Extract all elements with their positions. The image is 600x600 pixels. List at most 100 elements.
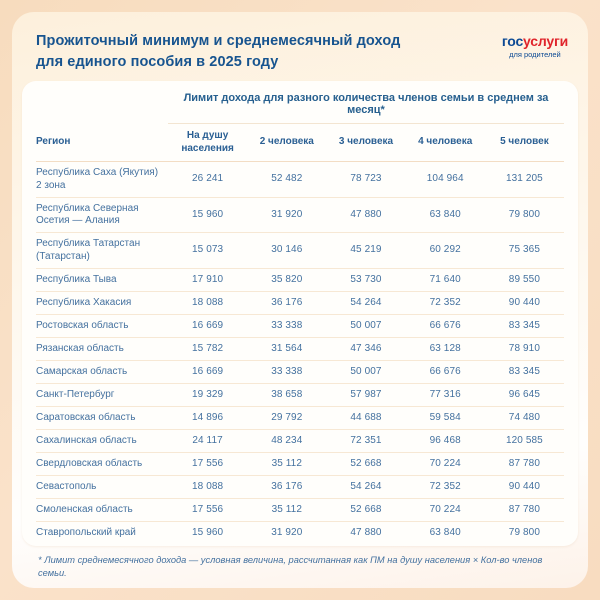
table-row: Республика Северная Осетия — Алания 15 96… bbox=[36, 198, 564, 234]
region-name: Свердловская область bbox=[36, 457, 143, 469]
value-cell: 90 440 bbox=[508, 296, 540, 308]
value-cell: 18 088 bbox=[192, 296, 224, 308]
value-cell: 30 146 bbox=[271, 244, 303, 256]
value-cell: 83 345 bbox=[508, 365, 540, 377]
value-cell: 90 440 bbox=[508, 480, 540, 492]
region-name: Рязанская область bbox=[36, 342, 124, 354]
value-cell: 72 352 bbox=[429, 480, 461, 492]
value-cell: 38 658 bbox=[271, 388, 303, 400]
table-row: Республика Саха (Якутия) 2 зона 26 241 52 … bbox=[36, 162, 564, 198]
region-name: Республика Северная Осетия — Алания bbox=[36, 202, 139, 227]
value-cell: 35 820 bbox=[271, 273, 303, 285]
page-title-line1: Прожиточный минимум и среднемесячный дох… bbox=[36, 33, 401, 49]
value-cell: 31 920 bbox=[271, 526, 303, 538]
column-header: 2 человека bbox=[259, 136, 314, 148]
table-row: Свердловская область 17 556 35 112 52 668 70… bbox=[36, 453, 564, 476]
value-cell: 47 880 bbox=[350, 526, 382, 538]
value-cell: 70 224 bbox=[429, 457, 461, 469]
value-cell: 33 338 bbox=[271, 319, 303, 331]
value-cell: 120 585 bbox=[505, 434, 543, 446]
value-cell: 17 556 bbox=[192, 503, 224, 515]
value-cell: 31 564 bbox=[271, 342, 303, 354]
value-cell: 72 351 bbox=[350, 434, 382, 446]
value-cell: 78 910 bbox=[508, 342, 540, 354]
value-cell: 60 292 bbox=[429, 244, 461, 256]
value-cell: 15 073 bbox=[192, 244, 224, 256]
column-header-region: Регион bbox=[36, 136, 71, 148]
value-cell: 19 329 bbox=[192, 388, 224, 400]
region-name: Республика Хакасия bbox=[36, 296, 132, 308]
value-cell: 15 782 bbox=[192, 342, 224, 354]
value-cell: 26 241 bbox=[192, 173, 224, 185]
gosuslugi-logo: госуслуги для родителей bbox=[502, 31, 570, 59]
value-cell: 50 007 bbox=[350, 365, 382, 377]
value-cell: 50 007 bbox=[350, 319, 382, 331]
value-cell: 24 117 bbox=[192, 434, 223, 446]
value-cell: 66 676 bbox=[429, 365, 461, 377]
table-row: Севастополь 18 088 36 176 54 264 72 352 90 44… bbox=[36, 476, 564, 499]
value-cell: 87 780 bbox=[508, 457, 540, 469]
value-cell: 16 669 bbox=[192, 319, 224, 331]
logo-subtitle: для родителей bbox=[509, 50, 561, 59]
table-row: Самарская область 16 669 33 338 50 007 66 67… bbox=[36, 361, 564, 384]
column-header: 4 человека bbox=[418, 136, 473, 148]
column-header: На душу населения bbox=[181, 130, 234, 154]
value-cell: 79 800 bbox=[508, 526, 540, 538]
column-header: 3 человека bbox=[338, 136, 394, 148]
footnote-1: * Лимит среднемесячного дохода — условна… bbox=[38, 554, 543, 579]
value-cell: 72 352 bbox=[429, 296, 461, 308]
value-cell: 33 338 bbox=[271, 365, 303, 377]
footnote-2: При оценке нуждаемости учитывается средн… bbox=[38, 586, 570, 588]
value-cell: 66 676 bbox=[429, 319, 461, 331]
region-name: Самарская область bbox=[36, 365, 128, 377]
value-cell: 57 987 bbox=[350, 388, 382, 400]
value-cell: 83 345 bbox=[508, 319, 540, 331]
page-title: Прожиточный минимум и среднемесячный дох… bbox=[36, 31, 400, 72]
region-name: Севастополь bbox=[36, 480, 97, 492]
header: Прожиточный минимум и среднемесячный дох… bbox=[22, 20, 578, 72]
region-name: Саратовская область bbox=[36, 411, 136, 423]
region-name: Сахалинская область bbox=[36, 434, 137, 446]
value-cell: 96 468 bbox=[429, 434, 461, 446]
logo-part-gos: гос bbox=[501, 33, 524, 49]
value-cell: 87 780 bbox=[508, 503, 540, 515]
value-cell: 35 112 bbox=[271, 457, 303, 469]
value-cell: 47 346 bbox=[350, 342, 382, 354]
value-cell: 71 640 bbox=[429, 273, 461, 285]
gosuslugi-wordmark: госуслуги bbox=[502, 33, 568, 49]
data-table-card: Лимит дохода для разного количества член… bbox=[22, 81, 578, 546]
table-row: Сахалинская область 24 117 48 234 72 351 96 … bbox=[36, 430, 564, 453]
table-row: Смоленская область 17 556 35 112 52 668 70 2… bbox=[36, 499, 564, 522]
value-cell: 54 264 bbox=[350, 296, 382, 308]
value-cell: 36 176 bbox=[271, 296, 303, 308]
region-name: Республика Саха (Якутия) 2 зона bbox=[36, 167, 159, 191]
logo-part-uslugi: услуги bbox=[523, 33, 568, 49]
value-cell: 63 840 bbox=[429, 526, 461, 538]
value-cell: 36 176 bbox=[271, 480, 303, 492]
value-cell: 15 960 bbox=[192, 526, 224, 538]
value-cell: 89 550 bbox=[508, 273, 540, 285]
value-cell: 131 205 bbox=[505, 173, 543, 185]
value-cell: 15 960 bbox=[192, 208, 224, 220]
value-cell: 52 482 bbox=[271, 173, 303, 185]
region-name: Республика Тыва bbox=[36, 273, 117, 285]
value-cell: 96 645 bbox=[508, 388, 540, 400]
value-cell: 14 896 bbox=[192, 411, 224, 423]
column-header: 5 человек bbox=[500, 136, 549, 148]
value-cell: 79 800 bbox=[508, 208, 540, 220]
table-row: Республика Татарстан (Татарстан) 15 073 30… bbox=[36, 233, 564, 269]
page-title-line2: для единого пособия в 2025 году bbox=[36, 53, 279, 70]
table-group-header-row: Лимит дохода для разного количества член… bbox=[36, 81, 564, 125]
footnotes: * Лимит среднемесячного дохода — условна… bbox=[38, 554, 570, 588]
value-cell: 16 669 bbox=[192, 365, 224, 377]
value-cell: 45 219 bbox=[350, 244, 382, 256]
table-row: Республика Тыва 17 910 35 820 53 730 71 640 8… bbox=[36, 269, 564, 292]
value-cell: 29 792 bbox=[271, 411, 303, 423]
value-cell: 70 224 bbox=[429, 503, 461, 515]
table-row: Ростовская область 16 669 33 338 50 007 66 6… bbox=[36, 315, 564, 338]
table-row: Саратовская область 14 896 29 792 44 688 59 … bbox=[36, 407, 564, 430]
value-cell: 104 964 bbox=[426, 173, 464, 185]
value-cell: 17 556 bbox=[192, 457, 224, 469]
value-cell: 78 723 bbox=[350, 173, 382, 185]
